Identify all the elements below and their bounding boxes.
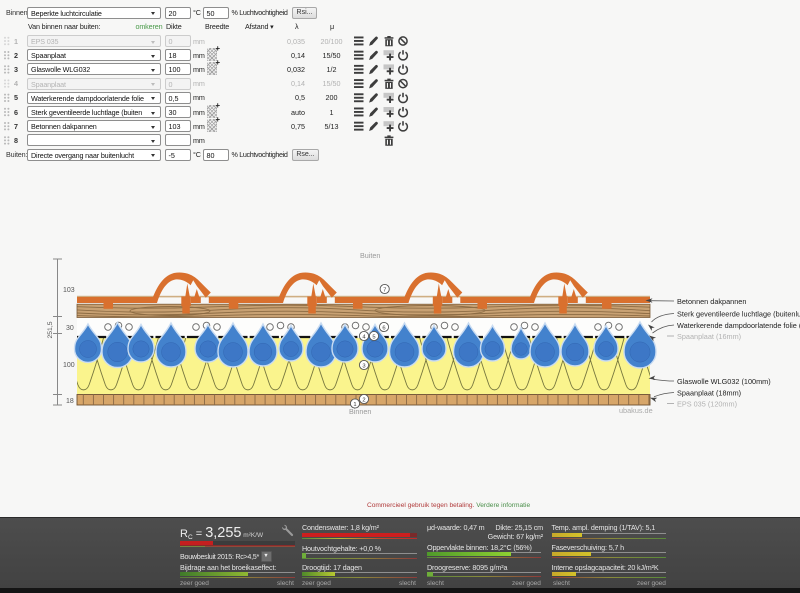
svg-text:30: 30	[66, 325, 74, 332]
svg-text:Spaanplaat (16mm): Spaanplaat (16mm)	[677, 332, 741, 341]
svg-text:Binnen: Binnen	[349, 407, 371, 416]
svg-text:7: 7	[383, 287, 386, 293]
svg-text:18: 18	[66, 398, 74, 405]
svg-text:Buiten: Buiten	[360, 251, 380, 260]
svg-text:251,5: 251,5	[47, 321, 54, 338]
svg-text:3: 3	[362, 363, 365, 369]
svg-text:Spaanplaat (18mm): Spaanplaat (18mm)	[677, 389, 741, 398]
svg-text:103: 103	[63, 287, 75, 294]
svg-text:5: 5	[372, 334, 375, 340]
svg-text:100: 100	[63, 362, 75, 369]
svg-text:6: 6	[382, 325, 385, 331]
svg-text:ubakus.de: ubakus.de	[619, 406, 653, 415]
svg-text:EPS 035 (120mm): EPS 035 (120mm)	[677, 400, 737, 409]
svg-text:Sterk geventileerde luchtlage: Sterk geventileerde luchtlage (buitenlu	[677, 310, 800, 319]
svg-text:2: 2	[362, 397, 365, 403]
svg-text:Waterkerende dampdoorlatende f: Waterkerende dampdoorlatende folie (	[677, 321, 800, 330]
svg-text:Betonnen dakpannen: Betonnen dakpannen	[677, 297, 746, 306]
svg-text:1: 1	[353, 402, 356, 408]
svg-text:Glaswolle WLG032 (100mm): Glaswolle WLG032 (100mm)	[677, 377, 771, 386]
svg-text:4: 4	[362, 334, 366, 340]
